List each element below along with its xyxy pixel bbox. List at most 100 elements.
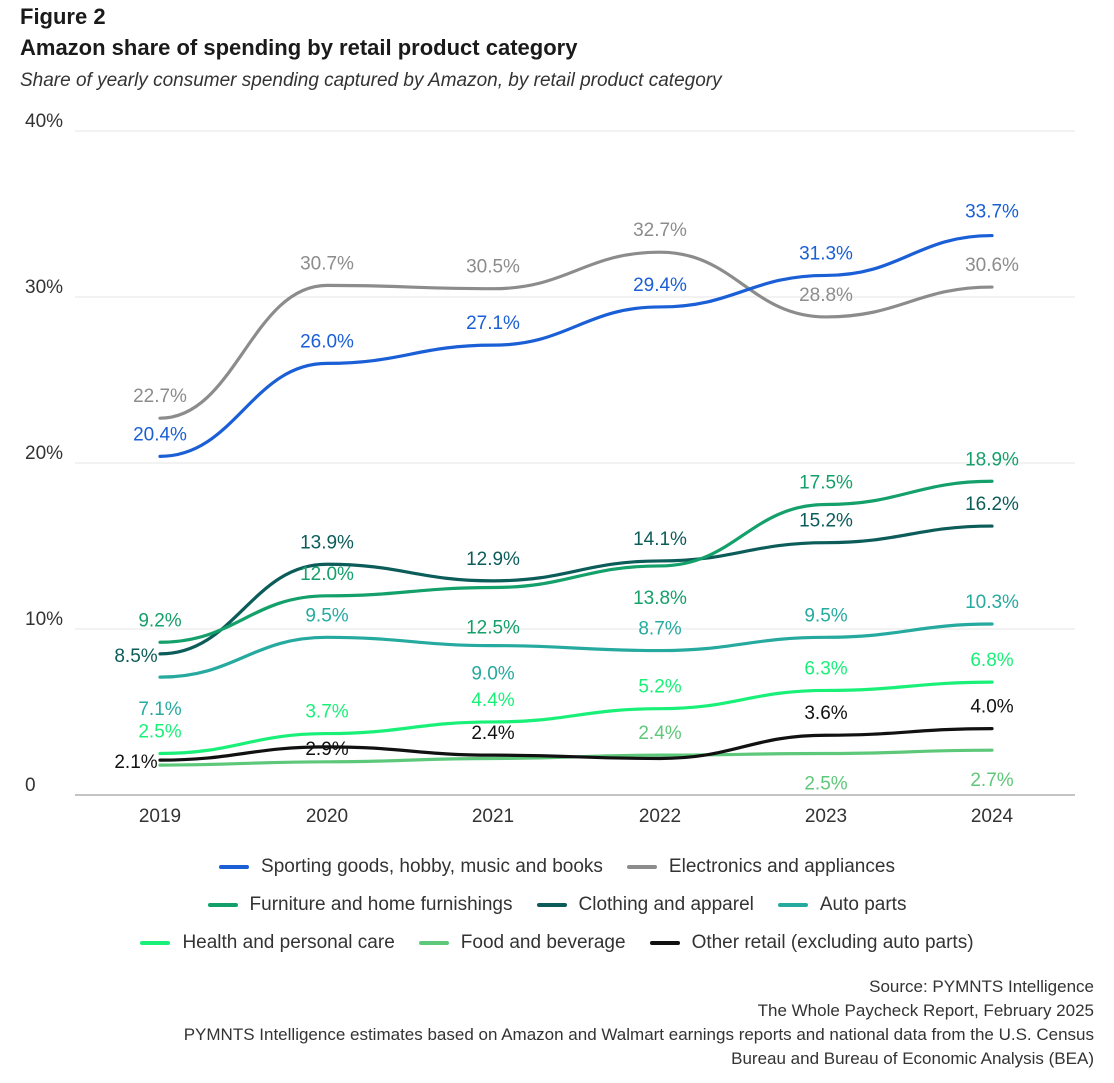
data-label-4-3: 8.7% [638,619,681,640]
data-label-0-5: 33.7% [965,202,1019,223]
legend-swatch-auto-parts [777,903,808,907]
y-tick-label: 40% [25,111,63,132]
data-label-0-4: 31.3% [799,243,853,264]
y-tick-label: 20% [25,443,63,464]
data-label-2-5: 18.9% [965,449,1019,470]
legend-label-health: Health and personal care [182,932,395,953]
legend-swatch-sporting-goods [219,865,250,869]
data-label-0-3: 29.4% [633,275,687,296]
source-note: Source: PYMNTS Intelligence The Whole Pa… [184,975,1094,1071]
data-label-4-1: 9.5% [305,605,348,626]
legend-label-clothing: Clothing and apparel [578,894,754,915]
data-label-6-4: 2.5% [804,774,847,795]
legend-label-sporting-goods: Sporting goods, hobby, music and books [261,856,603,877]
data-label-1-3: 32.7% [633,220,687,241]
data-label-2-4: 17.5% [799,473,853,494]
data-label-3-3: 14.1% [633,529,687,550]
legend-row-2: Furniture and home furnishings Clothing … [0,886,1114,924]
legend-swatch-other-retail [649,941,680,945]
data-label-7-1: 2.9% [305,739,348,760]
figure-label: Figure 2 [20,4,106,29]
data-label-7-5: 4.0% [970,697,1013,718]
data-label-4-0: 7.1% [138,699,181,720]
data-label-3-2: 12.9% [466,549,520,570]
legend-label-electronics: Electronics and appliances [668,856,895,877]
legend-swatch-food [418,941,449,945]
gridlines [75,130,1075,630]
data-label-1-1: 30.7% [300,253,354,274]
legend-item-other-retail: Other retail (excluding auto parts) [649,932,974,954]
axes: 0 10% 20% 30% 40% 2019 2020 2021 2022 2023 2024 [25,111,1075,827]
legend-item-sporting-goods: Sporting goods, hobby, music and books [219,856,603,878]
series-line-5 [158,680,994,756]
series-line-3 [158,524,994,656]
legend-label-auto-parts: Auto parts [819,894,907,915]
data-label-2-2: 12.5% [466,618,520,639]
data-label-5-5: 6.8% [970,650,1013,671]
x-tick-label: 2023 [805,806,847,827]
source-line-2: The Whole Paycheck Report, February 2025 [757,1001,1094,1020]
data-label-0-1: 26.0% [300,331,354,352]
x-tick-label: 2019 [139,806,181,827]
legend-swatch-clothing [536,903,567,907]
x-tick-label: 2024 [971,806,1014,827]
data-label-7-4: 3.6% [804,703,847,724]
data-label-5-1: 3.7% [305,702,348,723]
series-line-2 [158,479,994,644]
series-line-4 [158,622,994,679]
series-lines [158,233,994,767]
y-tick-label: 0 [25,775,36,796]
data-label-7-0: 2.1% [114,752,157,773]
source-line-3: PYMNTS Intelligence estimates based on A… [183,1025,1094,1044]
data-label-1-2: 30.5% [466,257,520,278]
line-chart: 0 10% 20% 30% 40% 2019 2020 2021 2022 2023 2024 20… [25,111,1075,827]
series-line-7 [158,727,994,762]
data-label-4-4: 9.5% [804,605,847,626]
data-label-7-2: 2.4% [471,723,514,744]
y-tick-label: 30% [25,277,63,298]
legend-item-electronics: Electronics and appliances [626,856,895,878]
chart-title: Amazon share of spending by retail produ… [20,35,578,60]
legend-item-auto-parts: Auto parts [777,894,907,916]
legend-label-food: Food and beverage [460,932,626,953]
series-line-0 [158,233,994,458]
legend-row-1: Sporting goods, hobby, music and books E… [0,848,1114,886]
legend-label-furniture: Furniture and home furnishings [249,894,513,915]
legend-item-furniture: Furniture and home furnishings [207,894,513,916]
data-label-5-2: 4.4% [471,690,514,711]
data-label-6-3: 2.4% [638,723,681,744]
data-label-5-4: 6.3% [804,658,847,679]
legend-label-other-retail: Other retail (excluding auto parts) [691,932,974,953]
y-tick-label: 10% [25,609,63,630]
data-label-6-5: 2.7% [970,770,1013,791]
data-label-3-4: 15.2% [799,511,853,532]
source-line-1: Source: PYMNTS Intelligence [869,977,1094,996]
legend-swatch-electronics [626,865,657,869]
legend: Sporting goods, hobby, music and books E… [0,848,1114,962]
data-label-1-4: 28.8% [799,285,853,306]
x-tick-label: 2022 [639,806,681,827]
data-label-5-0: 2.5% [138,722,181,743]
x-tick-label: 2021 [472,806,514,827]
data-label-4-5: 10.3% [965,592,1019,613]
data-label-1-5: 30.6% [965,255,1019,276]
legend-swatch-health [140,941,171,945]
legend-item-clothing: Clothing and apparel [536,894,754,916]
chart-subtitle: Share of yearly consumer spending captur… [20,70,722,91]
data-label-2-3: 13.8% [633,588,687,609]
data-label-2-1: 12.0% [300,564,354,585]
legend-swatch-furniture [207,903,238,907]
legend-item-health: Health and personal care [140,932,395,954]
data-label-2-0: 9.2% [138,610,181,631]
data-labels: 20.4% 26.0% 27.1% 29.4% 31.3% 33.7% 22.7% 30.7%… [114,202,1019,795]
legend-row-3: Health and personal care Food and bevera… [0,924,1114,962]
x-tick-label: 2020 [306,806,348,827]
data-label-4-2: 9.0% [471,664,514,685]
data-label-3-5: 16.2% [965,494,1019,515]
data-label-1-0: 22.7% [133,386,187,407]
source-line-4: Bureau and Bureau of Economic Analysis (… [731,1049,1094,1068]
series-line-1 [158,250,994,420]
data-label-5-3: 5.2% [638,677,681,698]
data-label-0-2: 27.1% [466,313,520,334]
data-label-3-1: 13.9% [300,532,354,553]
